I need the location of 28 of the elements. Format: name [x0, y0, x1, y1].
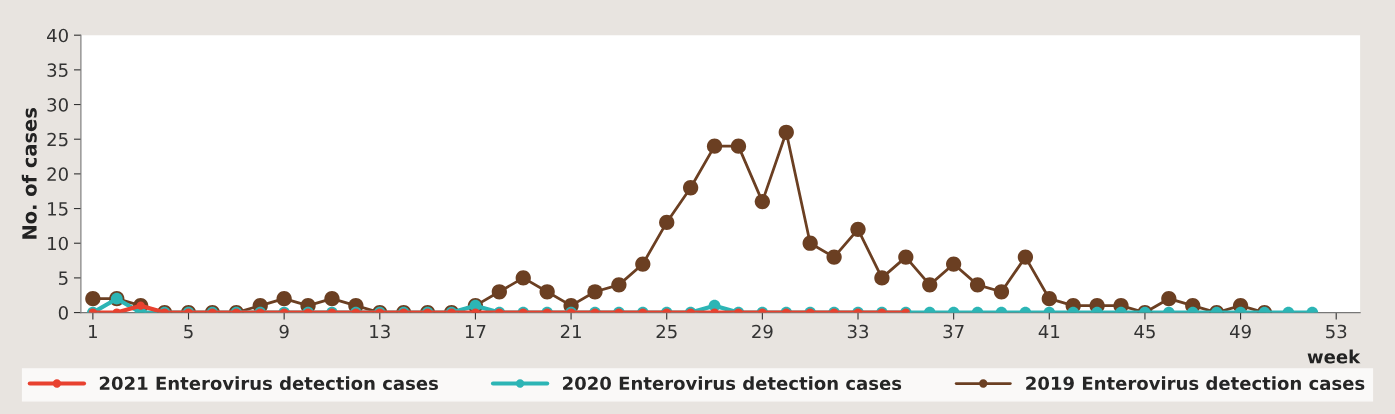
- x-tick-label: 37: [943, 324, 964, 339]
- y-tick-label: 30: [47, 97, 68, 112]
- x-tick-label: 49: [1229, 324, 1251, 339]
- x-tick-label: 9: [279, 324, 289, 339]
- y-tick-label: 5: [59, 271, 68, 286]
- x-tick-label: 45: [1134, 324, 1155, 339]
- y-tick-label: 10: [48, 236, 68, 251]
- x-tick-label: 21: [560, 324, 581, 339]
- y-tick-label: 25: [47, 132, 68, 147]
- y-tick-label: 20: [47, 167, 68, 181]
- x-axis-title: week: [1307, 349, 1361, 364]
- y-tick-label: 40: [47, 28, 68, 43]
- legend-label: 2019 Enterovirus detection cases: [1026, 376, 1365, 391]
- x-tick-label: 13: [370, 324, 390, 339]
- x-tick-label: 1: [89, 324, 97, 339]
- x-tick-label: 29: [752, 324, 773, 339]
- y-tick-label: 15: [48, 202, 68, 216]
- legend-label: 2020 Enterovirus detection cases: [563, 376, 902, 391]
- x-tick-label: 25: [656, 324, 677, 339]
- y-axis-title: No. of cases: [21, 108, 37, 239]
- x-tick-label: 41: [1038, 324, 1060, 339]
- y-tick-label: 0: [58, 306, 68, 320]
- x-tick-label: 33: [847, 324, 869, 339]
- legend-label: 2021 Enterovirus detection cases: [99, 376, 438, 391]
- x-tick-label: 53: [1326, 324, 1347, 339]
- x-tick-label: 17: [465, 324, 486, 339]
- y-tick-label: 35: [47, 63, 68, 77]
- x-tick-label: 5: [184, 324, 193, 339]
